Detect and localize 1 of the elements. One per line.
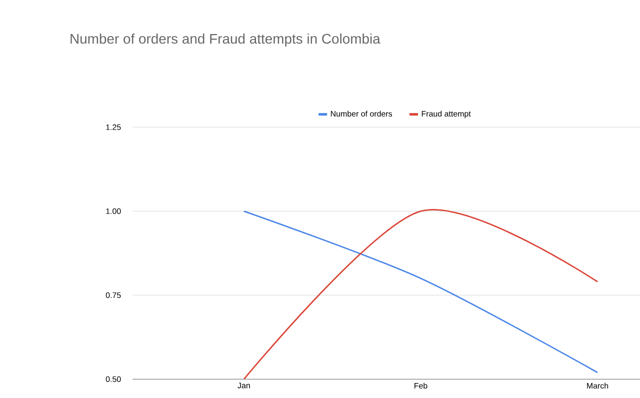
chart-title: Number of orders and Fraud attempts in Colombia (70, 33, 380, 46)
